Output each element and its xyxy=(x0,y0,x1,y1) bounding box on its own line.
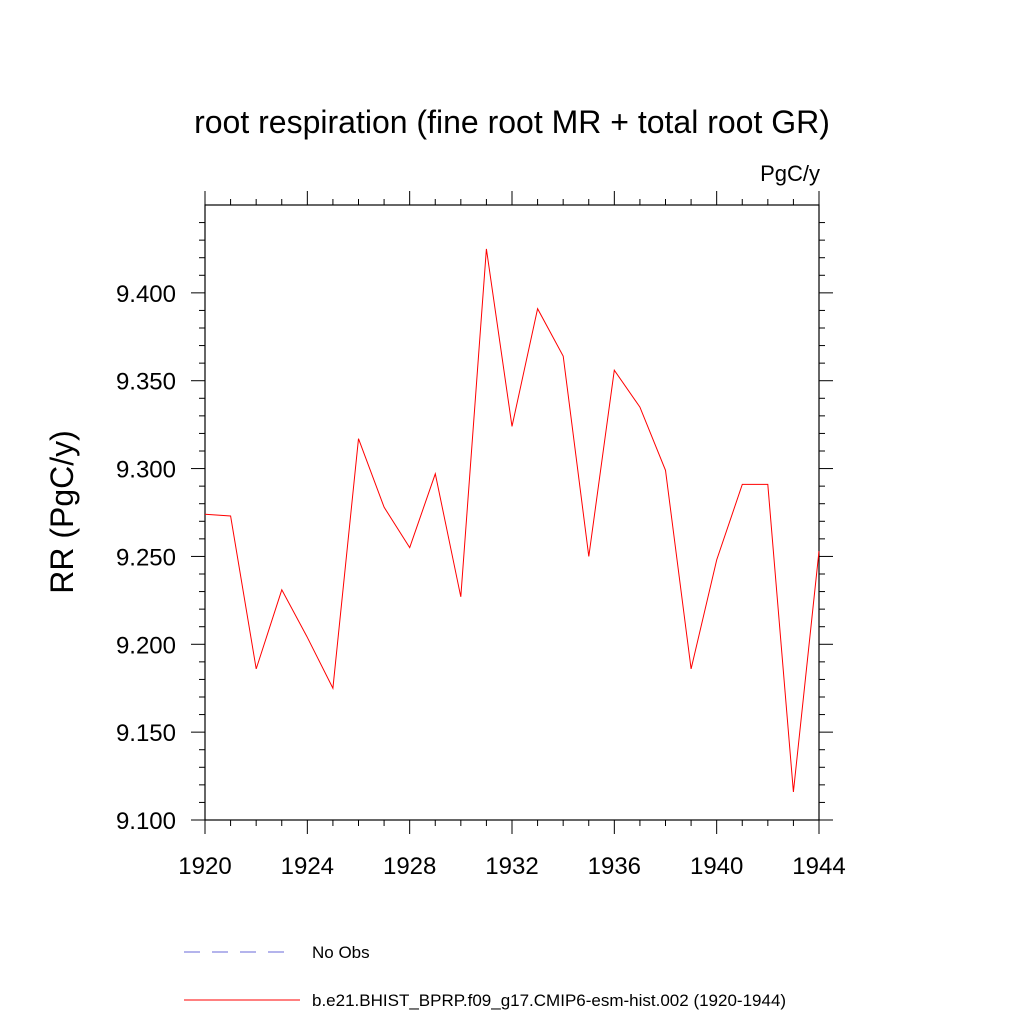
y-axis-label: RR (PgC/y) xyxy=(44,430,80,594)
x-tick-labels: 1920 1924 1928 1932 1936 1940 1944 xyxy=(178,853,845,880)
data-point xyxy=(741,483,744,486)
x-tick-label: 1928 xyxy=(383,853,436,880)
y-tick-label: 9.400 xyxy=(116,281,176,308)
data-point xyxy=(434,472,437,475)
data-point xyxy=(664,469,667,472)
data-point xyxy=(204,513,207,516)
series-line xyxy=(204,248,820,792)
legend-label-no-obs: No Obs xyxy=(312,943,370,962)
x-tick-label: 1924 xyxy=(281,853,334,880)
data-point xyxy=(383,506,386,509)
data-point xyxy=(715,558,718,561)
data-point xyxy=(766,483,769,486)
plot-frame xyxy=(204,204,820,821)
data-point xyxy=(562,355,565,358)
units-label: PgC/y xyxy=(760,161,820,186)
data-point xyxy=(280,588,283,591)
data-point xyxy=(331,687,334,690)
axis-ticks xyxy=(191,191,833,834)
data-point xyxy=(613,369,616,372)
chart-title: root respiration (fine root MR + total r… xyxy=(194,104,830,140)
x-tick-label: 1932 xyxy=(485,853,538,880)
data-point xyxy=(306,636,309,639)
y-tick-labels: 9.100 9.150 9.200 9.250 9.300 9.350 9.400 xyxy=(116,281,176,835)
x-tick-label: 1920 xyxy=(178,853,231,880)
data-point xyxy=(408,546,411,549)
y-tick-label: 9.200 xyxy=(116,632,176,659)
data-point xyxy=(229,515,232,518)
data-point xyxy=(690,667,693,670)
data-point xyxy=(485,247,488,250)
data-point xyxy=(818,550,821,553)
y-tick-label: 9.350 xyxy=(116,369,176,396)
data-point xyxy=(357,437,360,440)
y-tick-label: 9.300 xyxy=(116,457,176,484)
y-tick-label: 9.250 xyxy=(116,544,176,571)
data-point xyxy=(792,790,795,793)
data-point xyxy=(536,307,539,310)
data-point xyxy=(638,406,641,409)
legend-label-model: b.e21.BHIST_BPRP.f09_g17.CMIP6-esm-hist.… xyxy=(312,991,786,1010)
x-tick-label: 1944 xyxy=(792,853,845,880)
series-points xyxy=(204,247,821,793)
data-point xyxy=(459,595,462,598)
legend: No Obs b.e21.BHIST_BPRP.f09_g17.CMIP6-es… xyxy=(184,943,786,1010)
y-tick-label: 9.100 xyxy=(116,808,176,835)
data-point xyxy=(255,667,258,670)
y-tick-label: 9.150 xyxy=(116,720,176,747)
data-point xyxy=(587,555,590,558)
x-tick-label: 1936 xyxy=(588,853,641,880)
data-point xyxy=(511,425,514,428)
x-tick-label: 1940 xyxy=(690,853,743,880)
